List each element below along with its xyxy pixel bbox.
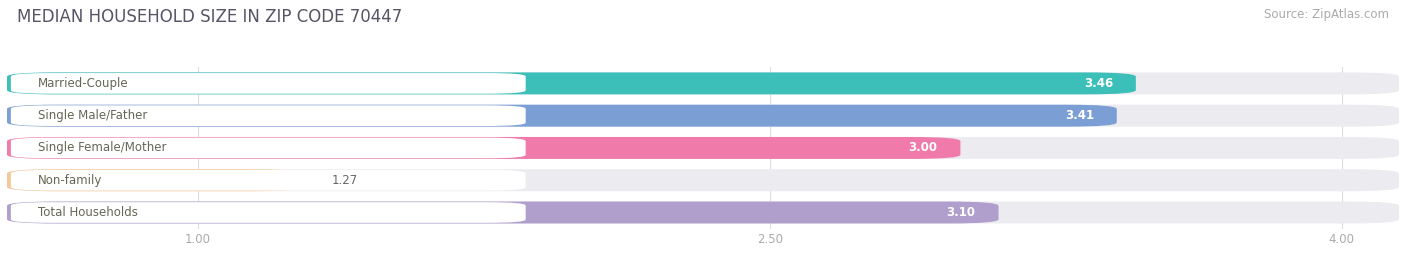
FancyBboxPatch shape <box>7 105 1116 127</box>
Text: MEDIAN HOUSEHOLD SIZE IN ZIP CODE 70447: MEDIAN HOUSEHOLD SIZE IN ZIP CODE 70447 <box>17 8 402 26</box>
FancyBboxPatch shape <box>7 72 1399 94</box>
FancyBboxPatch shape <box>11 138 526 158</box>
FancyBboxPatch shape <box>11 73 526 94</box>
FancyBboxPatch shape <box>7 137 960 159</box>
Text: 3.10: 3.10 <box>946 206 976 219</box>
FancyBboxPatch shape <box>7 201 998 224</box>
FancyBboxPatch shape <box>7 137 1399 159</box>
Text: 1.27: 1.27 <box>332 174 357 187</box>
Text: 3.41: 3.41 <box>1064 109 1094 122</box>
Text: 3.46: 3.46 <box>1084 77 1114 90</box>
Text: Source: ZipAtlas.com: Source: ZipAtlas.com <box>1264 8 1389 21</box>
Text: Single Female/Mother: Single Female/Mother <box>38 141 166 154</box>
Text: Total Households: Total Households <box>38 206 138 219</box>
Text: Married-Couple: Married-Couple <box>38 77 128 90</box>
FancyBboxPatch shape <box>7 105 1399 127</box>
Text: Single Male/Father: Single Male/Father <box>38 109 146 122</box>
FancyBboxPatch shape <box>11 170 526 190</box>
Text: 3.00: 3.00 <box>908 141 938 154</box>
FancyBboxPatch shape <box>7 169 1399 191</box>
FancyBboxPatch shape <box>7 72 1136 94</box>
Text: Non-family: Non-family <box>38 174 101 187</box>
FancyBboxPatch shape <box>11 105 526 126</box>
FancyBboxPatch shape <box>11 202 526 223</box>
FancyBboxPatch shape <box>7 201 1399 224</box>
FancyBboxPatch shape <box>7 169 301 191</box>
